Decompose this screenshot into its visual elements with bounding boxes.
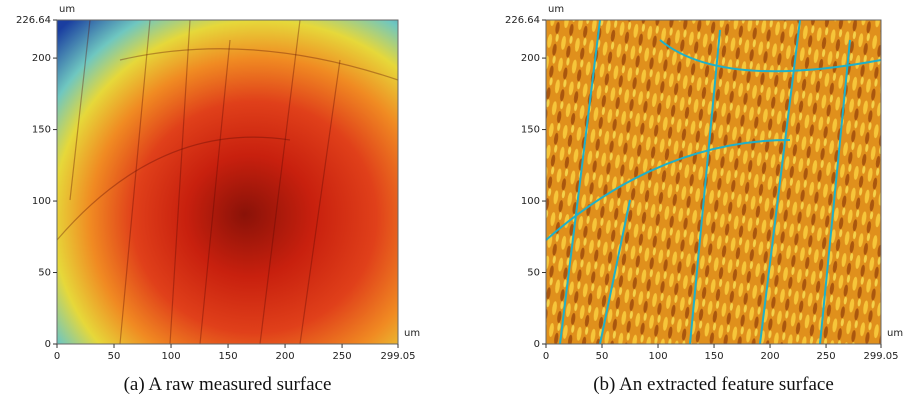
y-tick-label: 50 (527, 268, 540, 279)
caption: (a) A raw measured surface (124, 374, 332, 395)
caption: (b) An extracted feature surface (593, 374, 834, 395)
x-tick-label: 299.05 (864, 351, 899, 362)
y-tick-label: 200 (32, 53, 51, 64)
x-tick-label: 0 (54, 351, 60, 362)
x-tick-label: 0 (543, 351, 549, 362)
y-tick-label: 200 (521, 53, 540, 64)
y-unit: um (548, 4, 564, 15)
x-tick-label: 200 (276, 351, 295, 362)
x-unit: um (887, 328, 903, 339)
x-tick-label: 100 (161, 351, 180, 362)
x-tick-label: 299.05 (381, 351, 416, 362)
surface-image-a (56, 19, 399, 345)
x-tick-label: 150 (218, 351, 237, 362)
y-tick-label: 0 (45, 339, 51, 350)
x-tick-label: 150 (704, 351, 723, 362)
x-tick-label: 200 (760, 351, 779, 362)
frame (545, 19, 882, 345)
y-tick-label: 100 (521, 196, 540, 207)
y-tick-label: 0 (534, 339, 540, 350)
y-tick-label: 150 (32, 125, 51, 136)
y-tick-label: 226.64 (505, 15, 540, 26)
x-tick-label: 50 (108, 351, 121, 362)
y-tick-label: 100 (32, 196, 51, 207)
x-tick-label: 100 (648, 351, 667, 362)
y-tick-label: 226.64 (16, 15, 51, 26)
y-tick-label: 50 (38, 268, 51, 279)
y-tick-label: 150 (521, 125, 540, 136)
x-tick-label: 250 (817, 351, 836, 362)
y-unit: um (59, 4, 75, 15)
x-tick-label: 50 (596, 351, 609, 362)
x-tick-label: 250 (333, 351, 352, 362)
frame (56, 19, 399, 345)
x-unit: um (404, 328, 420, 339)
surface-image-b (545, 19, 882, 345)
